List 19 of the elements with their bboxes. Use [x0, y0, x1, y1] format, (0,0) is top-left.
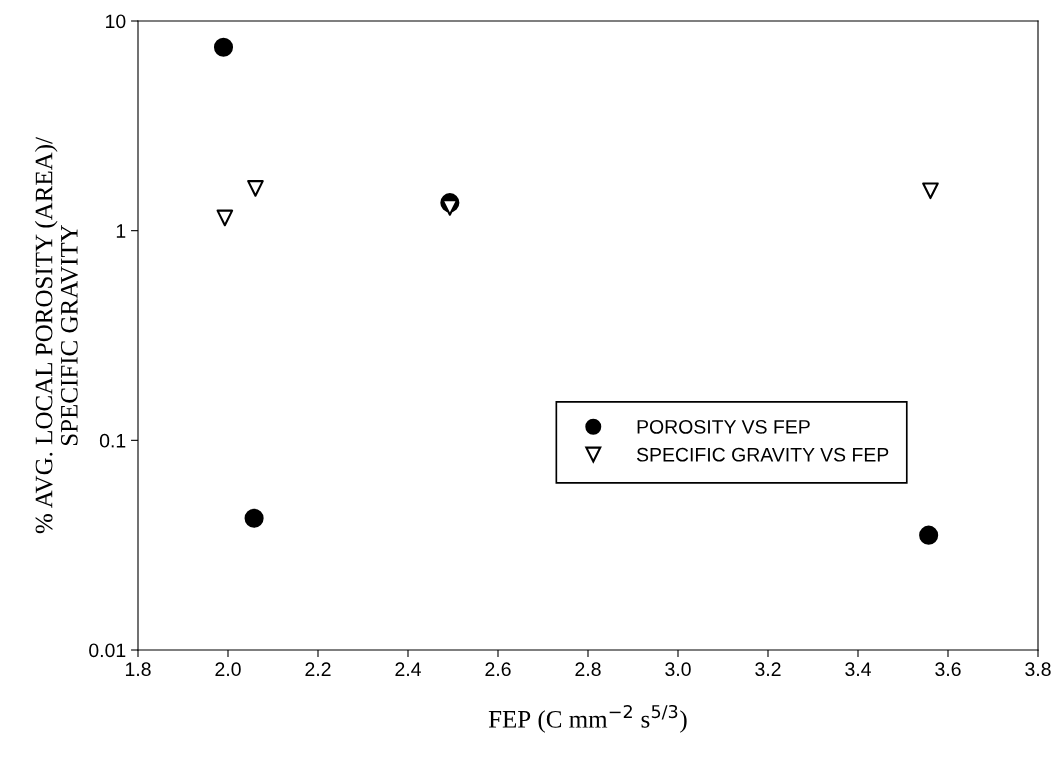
y-tick-label: 1: [116, 224, 126, 238]
x-tick-label: 2.6: [485, 662, 511, 677]
y-tick-label: 10: [106, 14, 126, 29]
x-tick-label: 2.0: [215, 662, 241, 677]
x-tick-label: 2.4: [395, 662, 421, 676]
x-tick-label: 1.8: [125, 662, 151, 677]
y-axis-title: % AVG. LOCAL POROSITY (AREA)/ SPECIFIC GRAVITY: [34, 137, 78, 534]
x-tick-label: 3.8: [1025, 662, 1051, 677]
y-tick-label: 0.01: [89, 643, 126, 658]
legend-label: POROSITY VS FEP: [637, 419, 810, 434]
x-tick-label: 3.4: [845, 662, 871, 677]
x-tick-label: 3.2: [755, 662, 781, 677]
x-axis-title: FEP (C mm$^{−2}$ s$^{5/3}$): [488, 704, 687, 733]
x-tick-label: 2.8: [575, 662, 601, 677]
y-tick-label: 0.1: [99, 433, 126, 448]
x-tick-label: 3.6: [935, 662, 961, 677]
x-tick-label: 2.2: [305, 662, 331, 676]
legend-label: SPECIFIC GRAVITY VS FEP: [636, 447, 889, 462]
x-tick-label: 3.0: [665, 662, 691, 677]
